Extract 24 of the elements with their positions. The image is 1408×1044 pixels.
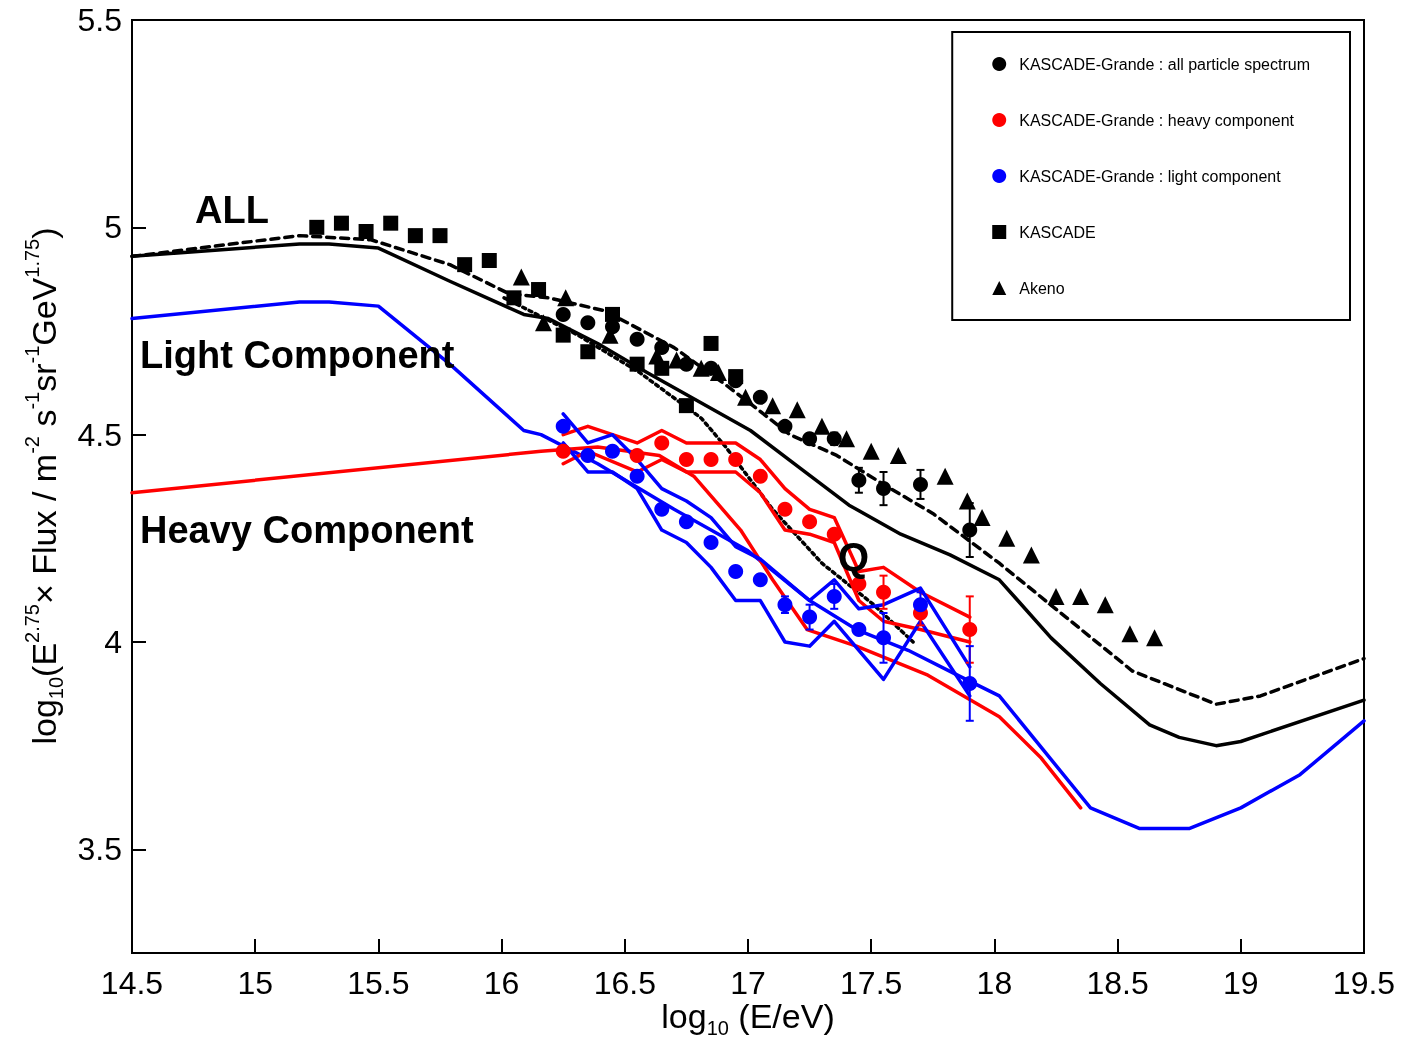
- legend-label: KASCADE-Grande : heavy component: [1019, 111, 1295, 129]
- y-tick-label: 5: [104, 209, 122, 246]
- x-tick-label: 19.5: [1332, 965, 1396, 1001]
- x-tick-label: 14.5: [100, 965, 164, 1001]
- x-tick-label: 17.5: [840, 965, 903, 1001]
- x-tick-label: 16: [483, 965, 520, 1001]
- annotation: ALL: [195, 189, 269, 231]
- x-tick-label: 15: [237, 965, 273, 1001]
- y-tick-label: 3.5: [77, 831, 122, 868]
- y-tick-label: 5.5: [77, 2, 122, 38]
- legend-label: KASCADE-Grande : all particle spectrum: [1019, 55, 1311, 73]
- text: log10(E2.75× Flux / m-2 s-1sr-1GeV1.75): [21, 227, 67, 745]
- x-tick-label: 18.5: [1086, 965, 1149, 1001]
- x-tick-label: 18: [976, 965, 1013, 1001]
- x-tick-label: 19: [1223, 965, 1259, 1001]
- x-tick-label: 16.5: [593, 965, 656, 1001]
- legend-label: KASCADE-Grande : light component: [1019, 167, 1282, 185]
- legend-label: Akeno: [1019, 279, 1065, 297]
- x-tick-label: 15.5: [347, 965, 410, 1001]
- y-tick-label: 4.5: [77, 416, 122, 453]
- x-tick-label: 17: [730, 965, 766, 1001]
- y-tick-label: 4: [104, 624, 122, 660]
- legend-label: KASCADE: [1019, 223, 1096, 241]
- annotation: Heavy Component: [140, 509, 474, 551]
